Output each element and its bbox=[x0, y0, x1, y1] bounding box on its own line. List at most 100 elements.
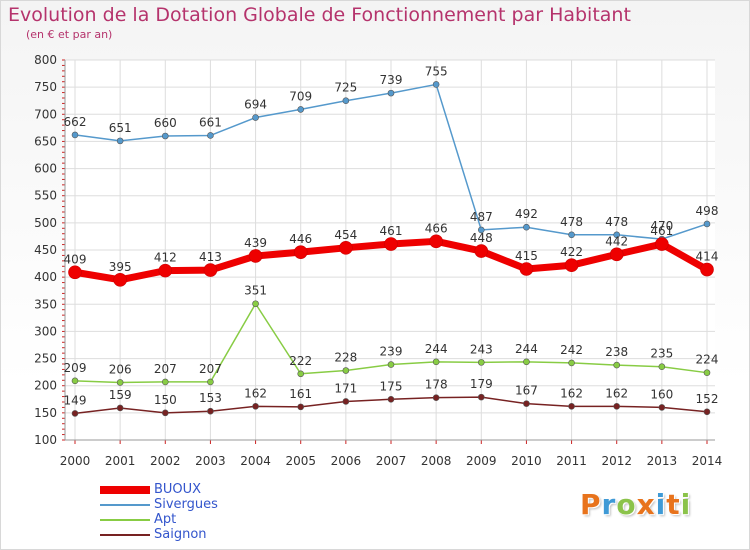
data-point-saignon bbox=[342, 398, 350, 405]
data-point-apt bbox=[387, 361, 395, 368]
data-point-saignon bbox=[71, 410, 79, 417]
data-label-buoux: 442 bbox=[605, 234, 628, 248]
data-label-saignon: 160 bbox=[650, 387, 673, 401]
data-label-buoux: 461 bbox=[650, 224, 673, 238]
data-label-apt: 238 bbox=[605, 345, 628, 359]
data-label-saignon: 150 bbox=[154, 393, 177, 407]
data-label-apt: 242 bbox=[560, 343, 583, 357]
data-point-sivergues bbox=[116, 137, 124, 145]
y-tick-label: 400 bbox=[34, 270, 57, 284]
y-tick-label: 550 bbox=[34, 189, 57, 203]
legend-label-sivergues: Sivergues bbox=[154, 497, 218, 512]
data-point-buoux bbox=[158, 263, 173, 278]
data-point-saignon bbox=[252, 403, 259, 410]
data-point-apt bbox=[613, 361, 621, 369]
data-label-sivergues: 478 bbox=[560, 215, 583, 229]
data-label-sivergues: 498 bbox=[696, 204, 719, 218]
series-layer bbox=[68, 81, 714, 417]
y-tick-label: 750 bbox=[34, 80, 57, 94]
data-point-apt bbox=[207, 378, 214, 386]
data-label-sivergues: 709 bbox=[289, 89, 312, 103]
y-tick-label: 450 bbox=[34, 243, 57, 257]
data-label-apt: 207 bbox=[154, 362, 177, 376]
chart-title: Evolution de la Dotation Globale de Fonc… bbox=[8, 4, 631, 26]
data-label-sivergues: 725 bbox=[334, 81, 357, 95]
y-tick-label: 200 bbox=[34, 379, 57, 393]
data-label-apt: 244 bbox=[515, 342, 538, 356]
data-label-buoux: 412 bbox=[154, 251, 177, 265]
data-label-buoux: 446 bbox=[289, 232, 312, 246]
y-tick-label: 150 bbox=[34, 406, 57, 420]
data-label-buoux: 454 bbox=[334, 228, 357, 242]
data-label-apt: 243 bbox=[470, 342, 493, 356]
legend-swatch-saignon bbox=[100, 534, 150, 536]
data-label-apt: 209 bbox=[64, 361, 87, 375]
data-point-saignon bbox=[613, 403, 621, 410]
x-tick-label: 2006 bbox=[331, 454, 362, 468]
x-tick-label: 2012 bbox=[601, 454, 632, 468]
y-tick-label: 500 bbox=[34, 216, 57, 230]
logo-letter: o bbox=[616, 488, 637, 521]
data-label-sivergues: 660 bbox=[154, 116, 177, 130]
x-tick-label: 2007 bbox=[376, 454, 407, 468]
data-point-sivergues bbox=[161, 132, 169, 140]
data-point-buoux bbox=[474, 244, 489, 258]
data-label-sivergues: 661 bbox=[199, 115, 222, 129]
data-point-saignon bbox=[297, 403, 305, 411]
data-label-saignon: 153 bbox=[199, 391, 222, 405]
legend-label-apt: Apt bbox=[154, 512, 177, 527]
y-tick-label: 800 bbox=[34, 53, 57, 67]
data-label-apt: 222 bbox=[289, 354, 312, 368]
data-point-sivergues bbox=[252, 114, 259, 121]
data-label-sivergues: 651 bbox=[109, 121, 132, 135]
data-label-saignon: 162 bbox=[605, 386, 628, 400]
data-point-buoux bbox=[384, 237, 398, 251]
data-point-sivergues bbox=[568, 231, 575, 239]
data-point-sivergues bbox=[613, 231, 621, 239]
x-tick-label: 2008 bbox=[421, 454, 452, 468]
data-label-saignon: 161 bbox=[289, 387, 312, 401]
data-label-sivergues: 739 bbox=[380, 73, 403, 87]
data-label-saignon: 175 bbox=[380, 379, 403, 393]
data-label-apt: 235 bbox=[650, 347, 673, 361]
data-label-saignon: 179 bbox=[470, 377, 493, 391]
data-point-apt bbox=[703, 369, 711, 376]
data-point-saignon bbox=[432, 394, 440, 401]
data-label-sivergues: 470 bbox=[650, 219, 673, 233]
data-label-sivergues: 662 bbox=[64, 115, 87, 129]
legend-label-buoux: BUOUX bbox=[154, 482, 202, 497]
y-tick-label: 700 bbox=[34, 107, 57, 121]
data-label-apt: 351 bbox=[244, 284, 267, 298]
data-label-buoux: 461 bbox=[380, 224, 403, 238]
data-label-sivergues: 487 bbox=[470, 210, 493, 224]
data-label-buoux: 466 bbox=[425, 221, 448, 235]
x-tick-label: 2014 bbox=[692, 454, 723, 468]
data-label-apt: 239 bbox=[380, 345, 403, 359]
data-point-sivergues bbox=[523, 223, 530, 231]
data-label-apt: 207 bbox=[199, 362, 222, 376]
data-point-buoux bbox=[564, 258, 579, 273]
data-label-buoux: 413 bbox=[199, 250, 222, 264]
x-tick-label: 2013 bbox=[647, 454, 678, 468]
data-label-buoux: 414 bbox=[696, 250, 719, 264]
data-point-apt bbox=[342, 367, 350, 374]
data-point-saignon bbox=[207, 407, 214, 415]
data-label-saignon: 149 bbox=[64, 393, 87, 407]
x-tick-label: 2004 bbox=[240, 454, 271, 468]
data-point-sivergues bbox=[207, 132, 214, 139]
data-label-buoux: 422 bbox=[560, 245, 583, 259]
logo-letter: i bbox=[655, 488, 667, 521]
data-label-apt: 228 bbox=[334, 351, 357, 365]
data-label-sivergues: 694 bbox=[244, 98, 267, 112]
y-tick-label: 300 bbox=[34, 324, 57, 338]
data-label-sivergues: 492 bbox=[515, 207, 538, 221]
data-point-apt bbox=[252, 300, 259, 308]
logo-letter: r bbox=[601, 488, 617, 521]
legend-swatch-buoux bbox=[100, 486, 150, 494]
data-point-apt bbox=[523, 358, 530, 366]
x-tick-label: 2011 bbox=[556, 454, 587, 468]
data-point-saignon bbox=[161, 409, 169, 417]
y-tick-label: 600 bbox=[34, 162, 57, 176]
chart-subtitle: (en € et par an) bbox=[26, 28, 113, 41]
data-label-saignon: 171 bbox=[334, 381, 357, 395]
